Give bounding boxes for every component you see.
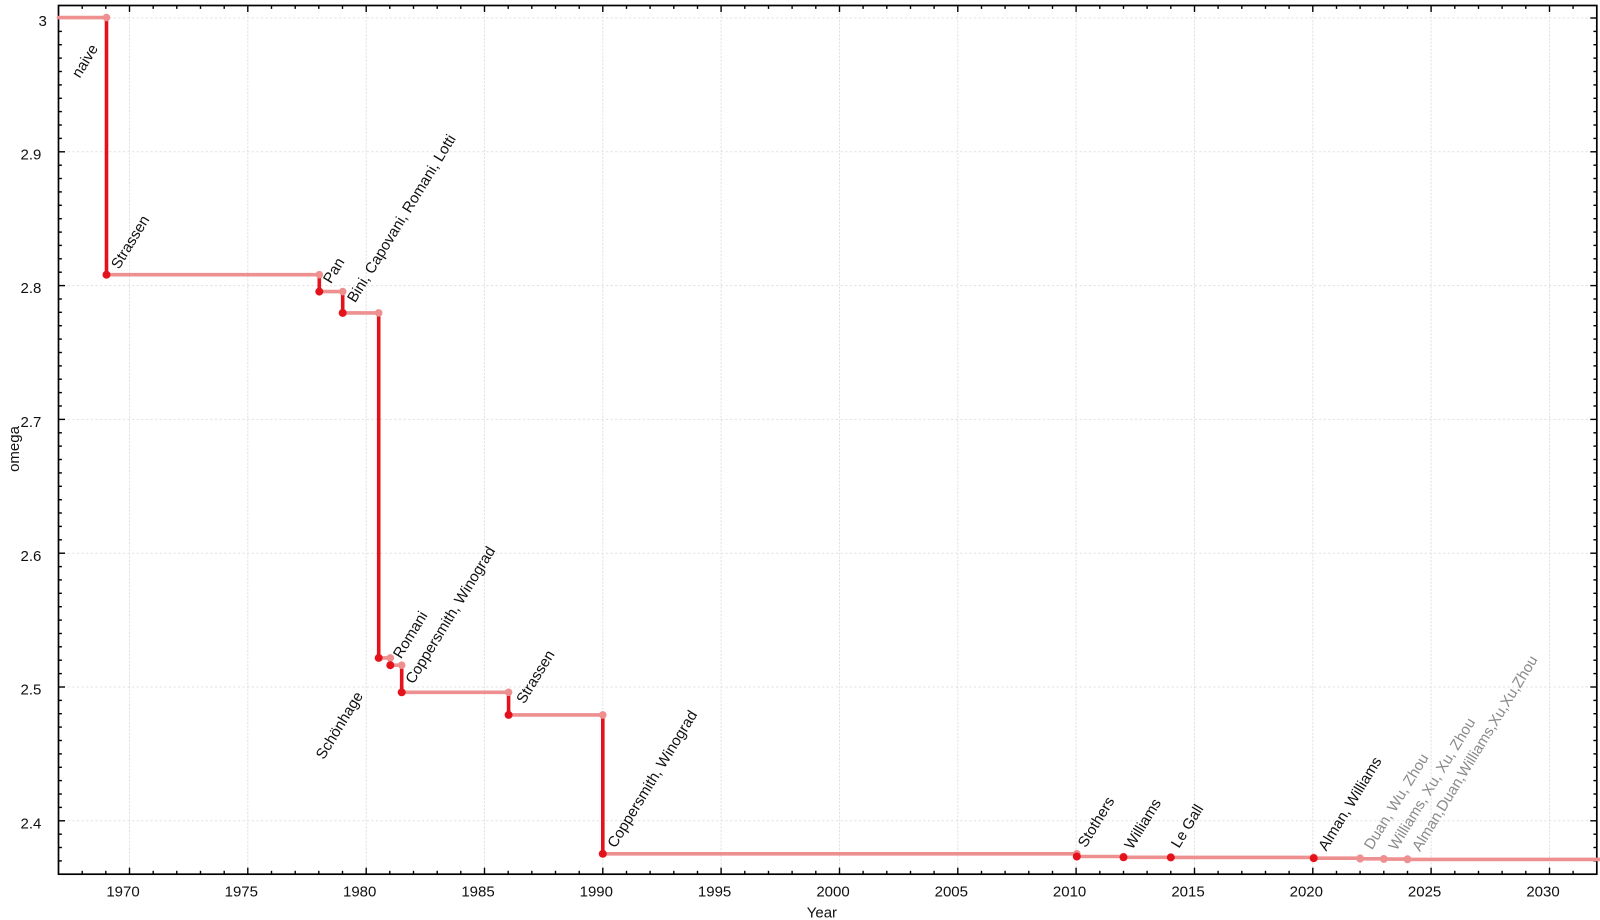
svg-text:2.4: 2.4 xyxy=(21,815,42,832)
svg-text:1995: 1995 xyxy=(698,884,731,901)
svg-text:omega: omega xyxy=(6,425,23,472)
svg-text:1970: 1970 xyxy=(106,884,139,901)
svg-text:3: 3 xyxy=(39,13,47,30)
svg-text:2.5: 2.5 xyxy=(21,682,42,699)
svg-text:Year: Year xyxy=(807,905,837,920)
svg-text:2030: 2030 xyxy=(1526,884,1559,901)
svg-text:1990: 1990 xyxy=(580,884,613,901)
svg-text:2.8: 2.8 xyxy=(21,280,42,297)
svg-text:2015: 2015 xyxy=(1171,884,1204,901)
svg-text:2010: 2010 xyxy=(1053,884,1086,901)
svg-text:2.6: 2.6 xyxy=(21,548,42,565)
svg-text:2025: 2025 xyxy=(1408,884,1441,901)
svg-text:1980: 1980 xyxy=(343,884,376,901)
svg-text:2005: 2005 xyxy=(935,884,968,901)
svg-text:2020: 2020 xyxy=(1290,884,1323,901)
svg-text:2.9: 2.9 xyxy=(21,146,42,163)
svg-text:1975: 1975 xyxy=(225,884,258,901)
svg-text:2000: 2000 xyxy=(816,884,849,901)
svg-text:1985: 1985 xyxy=(461,884,494,901)
svg-text:2.7: 2.7 xyxy=(21,414,42,431)
